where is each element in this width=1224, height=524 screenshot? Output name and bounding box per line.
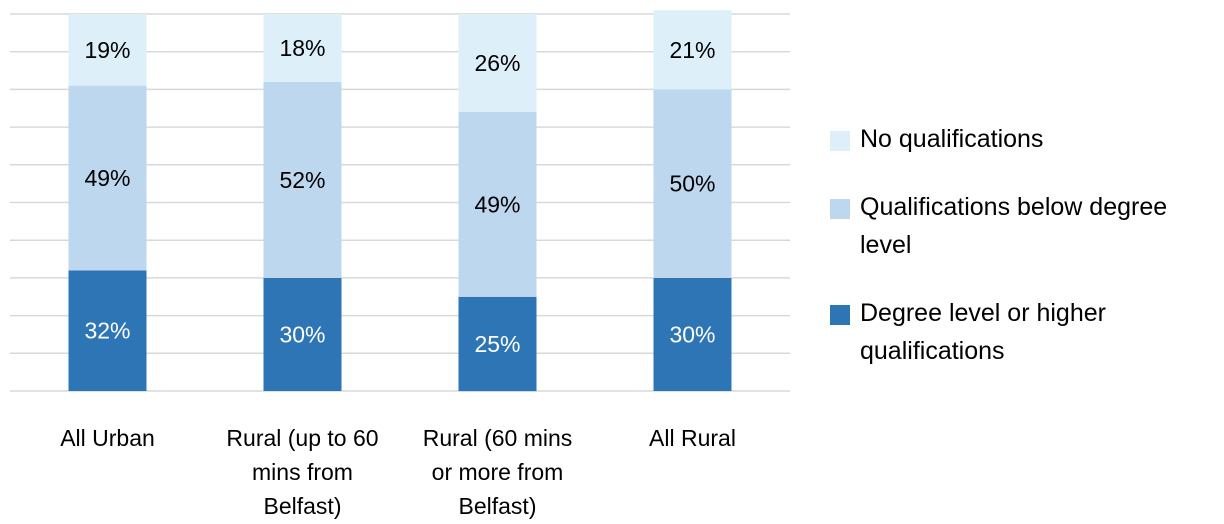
data-label: 49% [84,165,130,191]
legend-item: Degree level or higher qualifications [830,294,1224,370]
bar-segment [68,270,147,391]
legend-label: Degree level or higher qualifications [860,299,1106,365]
category-label: Rural (60 mins or more from Belfast) [423,425,573,519]
bar-segment [263,81,342,278]
bar-segment [263,14,342,82]
bar-segment [653,89,732,278]
legend-swatch [830,131,850,151]
category-labels: All Urban Rural (up to 60 mins from Belfast… [60,425,736,519]
category-label: All Rural [649,425,736,451]
data-label: 19% [84,37,130,63]
data-label: 50% [669,171,715,197]
bar-segment [653,277,732,391]
chart-legend: No qualifications Qualifications below de… [830,120,1224,370]
bar-segment [68,14,147,86]
data-label: 21% [669,37,715,63]
bar-segment [458,112,537,297]
bar-segments [68,10,732,392]
data-label: 18% [279,35,325,61]
bar-segment [458,14,537,112]
legend-swatch [830,305,850,325]
bar-segment [68,85,147,271]
data-labels: 32% 49% 19% 30% 52% 18% 25% 49% 26% 30% 50% 21% [84,35,715,357]
bar-segment [263,277,342,391]
data-label: 25% [474,331,520,357]
data-label: 30% [669,321,715,347]
bar-segment [458,296,537,392]
legend-label: Qualifications below degree level [860,193,1168,259]
legend-item: No qualifications [830,120,1224,158]
data-label: 30% [279,321,325,347]
category-label: Rural (up to 60 mins from Belfast) [226,425,378,519]
data-label: 49% [474,191,520,217]
data-label: 26% [474,50,520,76]
data-label: 52% [279,167,325,193]
data-label: 32% [84,318,130,344]
bar-segment [653,10,732,90]
legend-item: Qualifications below degree level [830,188,1224,264]
category-label: All Urban [60,425,155,451]
legend-label: No qualifications [860,125,1044,153]
legend-swatch [830,199,850,219]
